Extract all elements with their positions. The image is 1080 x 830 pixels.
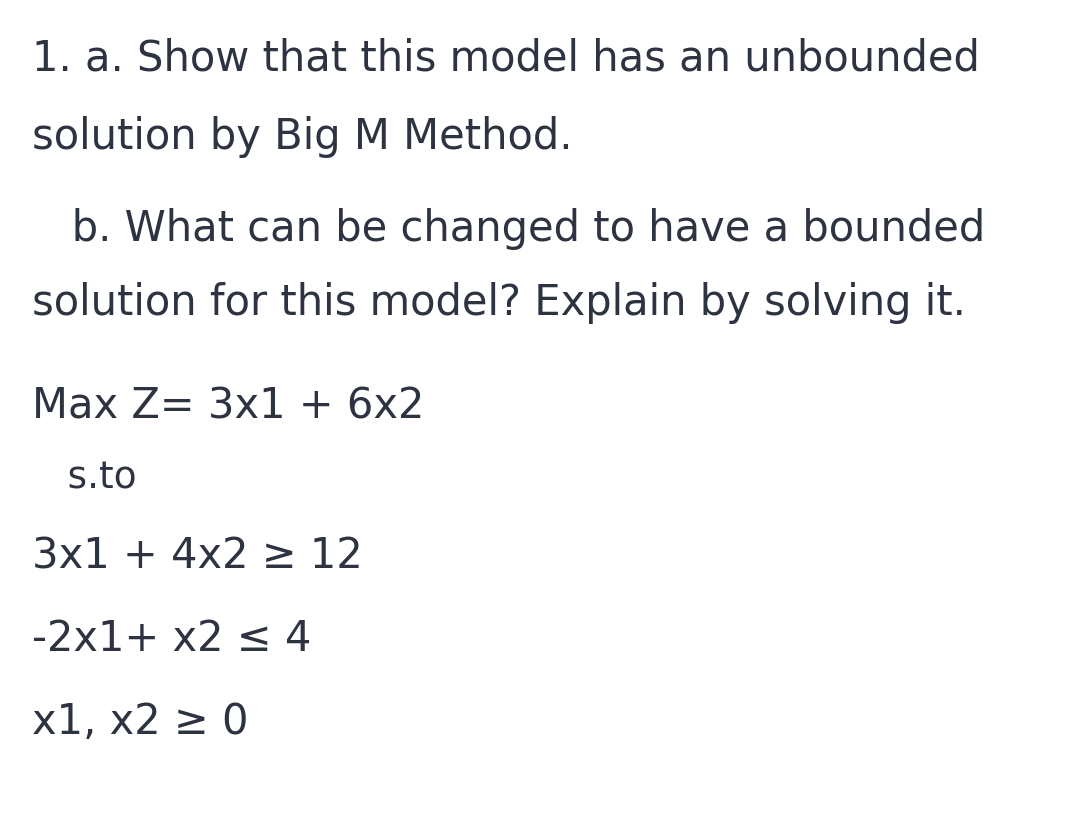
Text: x1, x2 ≥ 0: x1, x2 ≥ 0 <box>32 701 248 744</box>
Text: -2x1+ x2 ≤ 4: -2x1+ x2 ≤ 4 <box>32 618 312 661</box>
Text: b. What can be changed to have a bounded: b. What can be changed to have a bounded <box>32 208 986 250</box>
Text: 3x1 + 4x2 ≥ 12: 3x1 + 4x2 ≥ 12 <box>32 535 363 578</box>
Text: solution for this model? Explain by solving it.: solution for this model? Explain by solv… <box>32 282 967 325</box>
Text: 1. a. Show that this model has an unbounded: 1. a. Show that this model has an unboun… <box>32 37 981 80</box>
Text: s.to: s.to <box>32 461 137 496</box>
Text: Max Z= 3x1 + 6x2: Max Z= 3x1 + 6x2 <box>32 386 424 428</box>
Text: solution by Big M Method.: solution by Big M Method. <box>32 116 572 159</box>
